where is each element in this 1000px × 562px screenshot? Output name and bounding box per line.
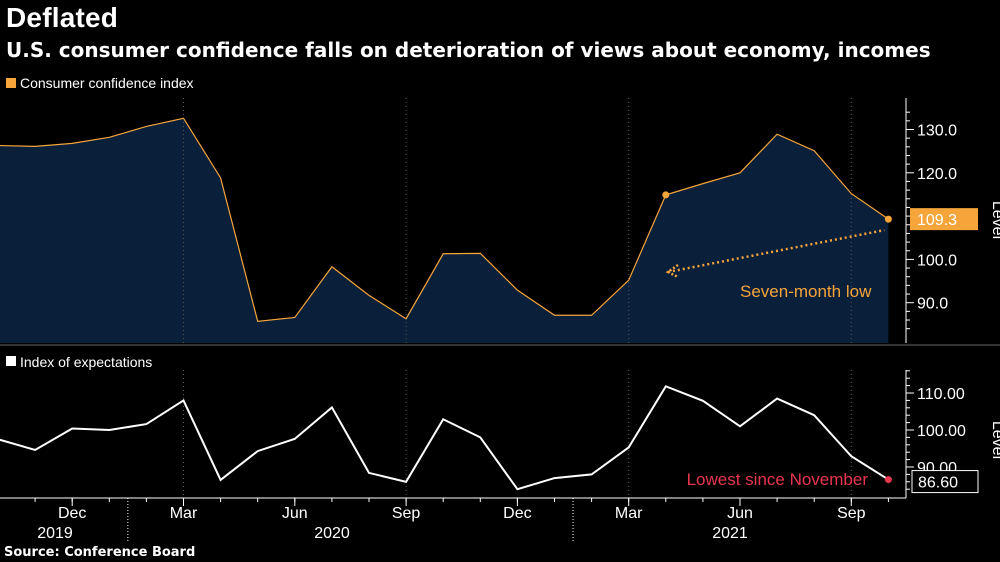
confidence-last-value-badge xyxy=(910,208,978,231)
x-axis-month-label-4: Dec xyxy=(503,505,531,522)
x-axis-month-label-5: Mar xyxy=(615,505,643,522)
confidence-line xyxy=(0,117,889,322)
confidence-y-tick-label-3: 120.0 xyxy=(917,166,957,183)
confidence-y-tick-label-0: 90.0 xyxy=(917,296,948,313)
expectations-y-axis-label: Level xyxy=(989,421,1000,459)
confidence-last-point xyxy=(884,215,892,223)
confidence-last-value-label: 109.3 xyxy=(917,212,957,229)
expectations-last-value-label: 86.60 xyxy=(918,475,958,492)
confidence-area xyxy=(0,118,889,343)
expectations-y-tick-label-2: 110.00 xyxy=(917,386,965,403)
comparison-arrow-head xyxy=(665,263,679,279)
expectations-last-value-badge xyxy=(911,470,979,494)
expectations-last-point xyxy=(884,476,892,484)
x-axis-year-label-1: 2020 xyxy=(314,525,350,542)
expectations-annotation: Lowest since November xyxy=(687,470,869,489)
expectations-y-tick-label-1: 100.00 xyxy=(917,423,966,440)
confidence-y-tick-label-4: 130.0 xyxy=(917,123,957,140)
chart-title: Deflated xyxy=(6,2,119,33)
x-axis-month-label-1: Mar xyxy=(170,505,198,522)
expectations-line xyxy=(0,385,889,491)
comparison-arrow xyxy=(667,228,885,274)
confidence-y-axis-label: Level xyxy=(989,201,1000,239)
confidence-highlight-point xyxy=(662,191,670,199)
confidence-legend-label: Consumer confidence index xyxy=(20,75,194,91)
x-axis-month-label-3: Sep xyxy=(392,505,421,522)
confidence-legend-swatch xyxy=(6,78,16,88)
expectations-legend-swatch xyxy=(6,356,16,366)
chart-subtitle: U.S. consumer confidence falls on deteri… xyxy=(6,38,931,62)
chart-source: Source: Conference Board xyxy=(4,545,196,560)
x-axis-month-label-2: Jun xyxy=(282,505,308,522)
x-axis-year-label-0: 2019 xyxy=(37,525,73,542)
x-axis-month-label-6: Jun xyxy=(727,505,753,522)
x-axis-year-label-2: 2021 xyxy=(712,525,748,542)
confidence-y-tick-label-1: 100.0 xyxy=(917,252,957,269)
x-axis-month-label-0: Dec xyxy=(58,505,86,522)
confidence-annotation: Seven-month low xyxy=(740,282,872,301)
x-axis-month-label-7: Sep xyxy=(837,505,866,522)
expectations-legend-label: Index of expectations xyxy=(20,354,152,370)
